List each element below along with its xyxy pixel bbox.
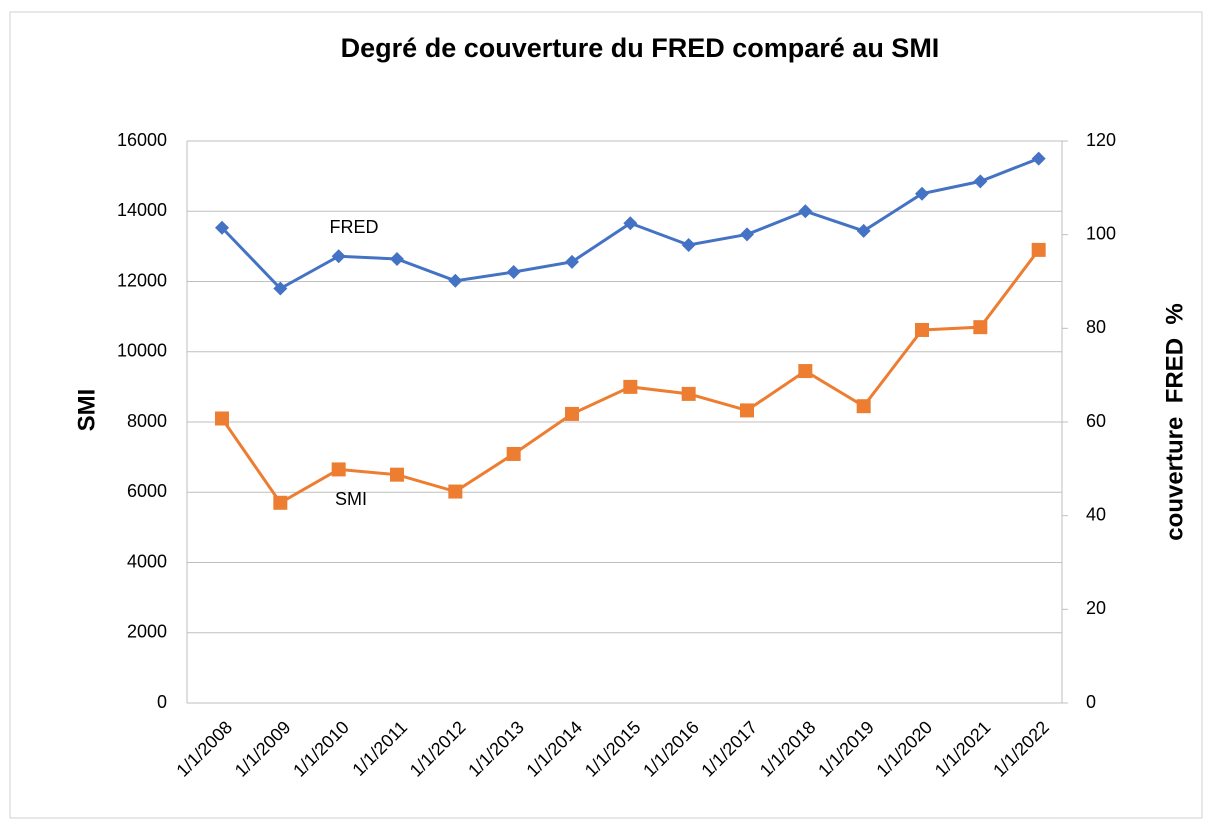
point-marker — [915, 186, 929, 201]
y2-axis-title: couverture FRED % — [1161, 303, 1188, 540]
y-tick-label: 0 — [157, 692, 167, 712]
point-marker — [273, 281, 288, 296]
point-marker — [390, 467, 404, 482]
y-axis-title: SMI — [73, 389, 100, 432]
point-marker — [565, 254, 579, 269]
point-marker — [331, 462, 346, 477]
point-marker — [1031, 151, 1046, 166]
y-tick-label: 10000 — [117, 341, 167, 361]
point-marker — [798, 204, 813, 219]
point-marker — [215, 411, 229, 426]
point-marker — [740, 227, 754, 242]
series-label: FRED — [330, 217, 379, 237]
y2-tick-label: 100 — [1086, 223, 1116, 243]
y-tick-label: 16000 — [117, 130, 167, 150]
point-marker — [448, 273, 463, 288]
y2-tick-label: 0 — [1086, 692, 1096, 712]
point-marker — [506, 265, 521, 280]
chart-title: Degré de couverture du FRED comparé au S… — [341, 33, 940, 63]
y2-tick-label: 120 — [1086, 130, 1116, 150]
y-tick-label: 2000 — [127, 622, 167, 642]
point-marker — [856, 399, 871, 414]
point-marker — [331, 249, 346, 264]
series-label: SMI — [335, 489, 367, 509]
point-marker — [681, 237, 696, 252]
y2-tick-label: 80 — [1086, 317, 1106, 337]
y2-tick-label: 20 — [1086, 598, 1106, 618]
point-marker — [798, 364, 813, 379]
y-tick-label: 4000 — [127, 551, 167, 571]
point-marker — [915, 322, 929, 337]
point-marker — [1031, 242, 1046, 257]
y-tick-label: 14000 — [117, 200, 167, 220]
point-marker — [448, 484, 463, 499]
y-tick-label: 8000 — [127, 411, 167, 431]
point-marker — [973, 174, 988, 189]
point-marker — [565, 406, 579, 421]
y-tick-label: 12000 — [117, 270, 167, 290]
point-marker — [390, 252, 404, 267]
y2-tick-label: 40 — [1086, 504, 1106, 524]
point-marker — [740, 403, 754, 418]
point-marker — [973, 320, 988, 335]
chart-frame — [9, 11, 1203, 819]
y2-tick-label: 60 — [1086, 411, 1106, 431]
point-marker — [681, 386, 696, 401]
point-marker — [856, 223, 871, 238]
point-marker — [215, 220, 229, 235]
point-marker — [623, 379, 638, 394]
point-marker — [506, 446, 521, 461]
point-marker — [273, 495, 288, 510]
y-tick-label: 6000 — [127, 481, 167, 501]
point-marker — [623, 216, 638, 231]
